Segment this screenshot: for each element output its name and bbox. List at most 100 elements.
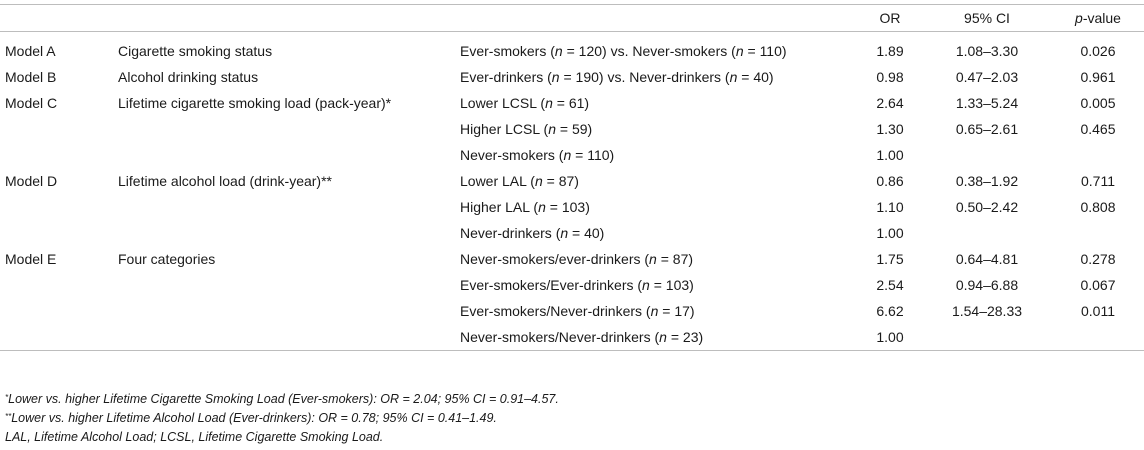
table-row: Model D Lifetime alcohol load (drink-year… — [0, 168, 1144, 194]
ci-cell: 0.94–6.88 — [955, 277, 1019, 293]
table-row: Ever-smokers/Never-drinkers (n = 17) 6.62… — [0, 298, 1144, 324]
comparison-cell: Never-smokers (n = 110) — [460, 147, 615, 163]
ci-cell: 0.64–4.81 — [955, 251, 1019, 267]
model-cell: Model A — [5, 43, 56, 59]
ci-cell: 1.08–3.30 — [955, 43, 1019, 59]
variable-cell: Alcohol drinking status — [118, 69, 259, 85]
table-row: Model C Lifetime cigarette smoking load (… — [0, 90, 1144, 116]
table-header: OR 95% CI p-value — [0, 4, 1144, 32]
results-table: OR 95% CI p-value Model A Cigarette smoki… — [0, 4, 1144, 351]
variable-cell — [118, 142, 460, 168]
model-cell: Model D — [5, 173, 58, 189]
comparison-cell: Ever-drinkers (n = 190) vs. Never-drinke… — [460, 69, 774, 85]
footnote-3-text: LAL, Lifetime Alcohol Load; LCSL, Lifeti… — [5, 430, 384, 444]
comparison-cell: Never-smokers/ever-drinkers (n = 87) — [460, 251, 694, 267]
model-cell — [0, 220, 118, 246]
model-cell — [0, 116, 118, 142]
ci-cell: 1.54–28.33 — [951, 303, 1023, 319]
table-row: Higher LAL (n = 103) 1.10 0.50–2.42 0.808 — [0, 194, 1144, 220]
footnote-2: **Lower vs. higher Lifetime Alcohol Load… — [5, 409, 559, 428]
comparison-cell: Higher LCSL (n = 59) — [460, 121, 593, 137]
ci-cell: 1.33–5.24 — [955, 95, 1019, 111]
p-value-cell: 0.465 — [1080, 121, 1116, 137]
model-cell — [0, 194, 118, 220]
ci-cell — [922, 142, 1052, 168]
comparison-cell: Never-smokers/Never-drinkers (n = 23) — [460, 329, 704, 345]
model-cell — [0, 298, 118, 324]
footnote-1-mark: * — [5, 393, 9, 402]
p-value-cell: 0.278 — [1080, 251, 1116, 267]
or-cell: 0.86 — [876, 173, 904, 189]
comparison-cell: Ever-smokers (n = 120) vs. Never-smokers… — [460, 43, 787, 59]
comparison-cell: Lower LCSL (n = 61) — [460, 95, 590, 111]
comparison-cell: Higher LAL (n = 103) — [460, 199, 590, 215]
footnote-2-mark: ** — [5, 412, 12, 421]
or-cell: 1.30 — [876, 121, 904, 137]
model-cell — [0, 324, 118, 351]
ci-cell: 0.50–2.42 — [955, 199, 1019, 215]
header-comparison — [460, 5, 858, 32]
table-row: Never-smokers (n = 110) 1.00 — [0, 142, 1144, 168]
or-cell: 2.54 — [876, 277, 904, 293]
model-cell — [0, 142, 118, 168]
variable-cell: Lifetime cigarette smoking load (pack-ye… — [118, 95, 392, 111]
or-cell: 1.00 — [876, 225, 904, 241]
comparison-cell: Ever-smokers/Ever-drinkers (n = 103) — [460, 277, 694, 293]
p-value-cell: 0.808 — [1080, 199, 1116, 215]
p-value-cell: 0.005 — [1080, 95, 1116, 111]
comparison-cell: Never-drinkers (n = 40) — [460, 225, 605, 241]
variable-cell — [118, 116, 460, 142]
footnotes: *Lower vs. higher Lifetime Cigarette Smo… — [5, 390, 559, 447]
table-row: Model A Cigarette smoking status Ever-smok… — [0, 32, 1144, 65]
ci-cell — [922, 324, 1052, 351]
or-cell: 1.00 — [876, 147, 904, 163]
or-cell: 1.75 — [876, 251, 904, 267]
p-value-cell: 0.961 — [1080, 69, 1116, 85]
variable-cell — [118, 194, 460, 220]
header-variable — [118, 5, 460, 32]
footnote-3: LAL, Lifetime Alcohol Load; LCSL, Lifeti… — [5, 428, 559, 447]
comparison-cell: Ever-smokers/Never-drinkers (n = 17) — [460, 303, 695, 319]
or-cell: 6.62 — [876, 303, 904, 319]
or-cell: 1.00 — [876, 329, 904, 345]
footnote-2-text: Lower vs. higher Lifetime Alcohol Load (… — [11, 411, 497, 425]
footnote-1: *Lower vs. higher Lifetime Cigarette Smo… — [5, 390, 559, 409]
variable-cell — [118, 220, 460, 246]
or-cell: 1.89 — [876, 43, 904, 59]
header-p-suffix: -value — [1082, 10, 1121, 26]
table-row: Model B Alcohol drinking status Ever-drink… — [0, 64, 1144, 90]
variable-cell: Lifetime alcohol load (drink-year)** — [118, 173, 332, 189]
variable-cell: Four categories — [118, 251, 216, 267]
ci-cell: 0.38–1.92 — [955, 173, 1019, 189]
header-p-value: p-value — [1052, 5, 1144, 32]
p-value-cell: 0.026 — [1080, 43, 1116, 59]
model-cell — [0, 272, 118, 298]
variable-cell — [118, 298, 460, 324]
header-or: OR — [879, 10, 901, 26]
table-row: Ever-smokers/Ever-drinkers (n = 103) 2.54… — [0, 272, 1144, 298]
p-value-cell: 0.067 — [1080, 277, 1116, 293]
ci-cell — [922, 220, 1052, 246]
p-value-cell: 0.011 — [1081, 303, 1115, 319]
footnote-1-text: Lower vs. higher Lifetime Cigarette Smok… — [8, 392, 559, 406]
or-cell: 0.98 — [876, 69, 904, 85]
ci-cell: 0.65–2.61 — [955, 121, 1019, 137]
p-value-cell — [1052, 142, 1144, 168]
ci-cell: 0.47–2.03 — [955, 69, 1019, 85]
variable-cell — [118, 324, 460, 351]
variable-cell: Cigarette smoking status — [118, 43, 273, 59]
header-model — [0, 5, 118, 32]
or-cell: 1.10 — [876, 199, 904, 215]
table-row: Model E Four categories Never-smokers/ever… — [0, 246, 1144, 272]
p-value-cell — [1052, 324, 1144, 351]
p-value-cell — [1052, 220, 1144, 246]
table-row: Never-smokers/Never-drinkers (n = 23) 1.0… — [0, 324, 1144, 351]
table-row: Higher LCSL (n = 59) 1.30 0.65–2.61 0.465 — [0, 116, 1144, 142]
table-body: Model A Cigarette smoking status Ever-smok… — [0, 32, 1144, 351]
model-cell: Model B — [5, 69, 57, 85]
table-row: Never-drinkers (n = 40) 1.00 — [0, 220, 1144, 246]
or-cell: 2.64 — [876, 95, 904, 111]
p-value-cell: 0.711 — [1081, 173, 1115, 189]
header-ci: 95% CI — [964, 10, 1010, 26]
